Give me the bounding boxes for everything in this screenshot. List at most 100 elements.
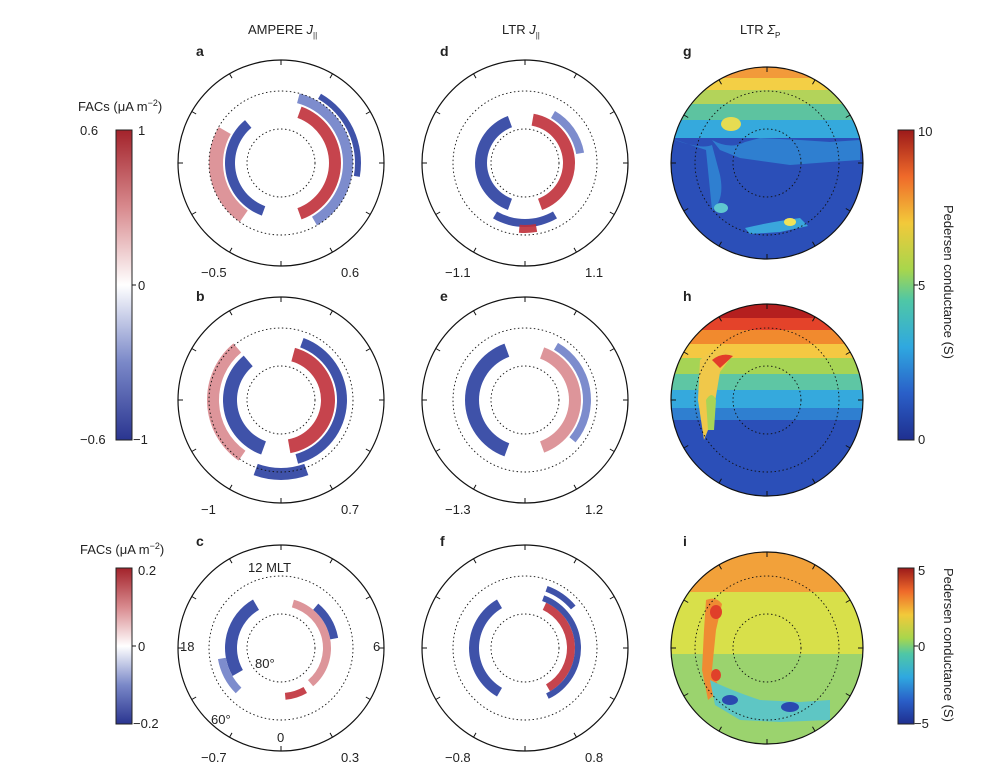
panel-d-max-value: 1.1 xyxy=(585,265,603,280)
mlt-tick xyxy=(473,558,477,564)
current-band xyxy=(540,347,581,453)
pedersen-colorbar-top: 10 5 0 Pedersen conductance (S) xyxy=(897,124,956,447)
mlt-tick xyxy=(329,732,333,738)
current-band xyxy=(493,211,557,227)
latitude-circle-80 xyxy=(732,365,802,435)
pedersen-colorbar-top-mid: 5 xyxy=(918,278,925,293)
current-band xyxy=(297,106,341,220)
mlt-tick xyxy=(329,310,333,316)
panel-d: d −1.1 1.1 xyxy=(421,43,629,280)
mlt-tick xyxy=(473,484,477,490)
mlt-tick xyxy=(191,348,197,352)
facs-colorbar-top-right-min: −1 xyxy=(133,432,148,447)
latitude-circle-80 xyxy=(490,613,560,683)
mlt-tick xyxy=(329,247,333,253)
current-band xyxy=(465,343,510,457)
latitude-circle-60 xyxy=(452,575,598,721)
mlt-tick xyxy=(845,599,851,603)
latitude-circle-60 xyxy=(694,327,840,473)
mlt-tick xyxy=(191,211,197,215)
latitude-circle-60 xyxy=(694,575,840,721)
panel-h-map xyxy=(671,304,863,496)
pedersen-colorbar-bottom-mid: 0 xyxy=(918,639,925,654)
mlt-tick xyxy=(845,693,851,697)
panel-letter-g: g xyxy=(683,43,692,59)
panel-f: f −0.8 0.8 xyxy=(421,533,629,765)
label-noon-mlt: 12 MLT xyxy=(248,560,291,575)
panel-letter-a: a xyxy=(196,43,204,59)
latitude-circle-60 xyxy=(694,90,840,236)
panel-a: a −0.5 0.6 xyxy=(177,43,385,280)
facs-colorbar-top-right-max: 1 xyxy=(138,123,145,138)
mlt-tick xyxy=(683,599,689,603)
mlt-tick xyxy=(191,696,197,700)
mlt-tick xyxy=(812,316,816,322)
pedersen-colorbar-bottom-label: Pedersen conductance (S) xyxy=(941,568,956,722)
mlt-tick xyxy=(718,79,722,85)
panel-letter-i: i xyxy=(683,533,687,549)
mlt-tick xyxy=(609,111,615,115)
label-dawn-mlt: 6 xyxy=(373,639,380,654)
latitude-circle-80 xyxy=(490,365,560,435)
latitude-circle-80 xyxy=(246,365,316,435)
panel-c: c −0.7 0.3 xyxy=(177,533,385,765)
panel-b: b −1 0.7 xyxy=(177,288,385,517)
mlt-tick xyxy=(845,114,851,118)
facs-colorbar-bottom-min: −0.2 xyxy=(133,716,159,731)
mlt-tick xyxy=(365,211,371,215)
mlt-tick xyxy=(573,310,577,316)
label-dusk-mlt: 18 xyxy=(180,639,194,654)
panel-letter-b: b xyxy=(196,288,205,304)
pedersen-colorbar-top-min: 0 xyxy=(918,432,925,447)
panel-g: g xyxy=(670,43,864,260)
current-band xyxy=(475,116,513,210)
current-band xyxy=(554,342,591,443)
mlt-tick xyxy=(229,73,233,79)
mlt-tick xyxy=(683,114,689,118)
mlt-tick xyxy=(573,484,577,490)
latitude-circle-80 xyxy=(490,128,560,198)
current-band xyxy=(284,686,307,700)
label-midnight-mlt: 0 xyxy=(277,730,284,745)
panel-b-max-value: 0.7 xyxy=(341,502,359,517)
mlt-tick xyxy=(812,726,816,732)
current-band xyxy=(225,599,259,676)
label-lat-60: 60° xyxy=(211,712,231,727)
mlt-tick xyxy=(718,726,722,732)
facs-colorbar-bottom-max: 0.2 xyxy=(138,563,156,578)
facs-colorbar-bottom-title: FACs (μA m−2) xyxy=(80,541,164,557)
latitude-circle-60 xyxy=(208,90,354,236)
mlt-tick xyxy=(229,247,233,253)
mlt-tick xyxy=(435,211,441,215)
mlt-tick xyxy=(191,448,197,452)
panel-h: h xyxy=(670,288,864,497)
mlt-tick xyxy=(573,73,577,79)
mlt-tick xyxy=(609,211,615,215)
current-band xyxy=(287,347,336,454)
pedersen-colorbar-top-label: Pedersen conductance (S) xyxy=(941,205,956,359)
panel-letter-d: d xyxy=(440,43,449,59)
mlt-tick xyxy=(191,596,197,600)
pedersen-colorbar-bottom: 5 0 −5 Pedersen conductance (S) xyxy=(897,563,956,731)
latitude-circle-60 xyxy=(452,90,598,236)
current-band xyxy=(313,603,339,640)
panel-a-min-value: −0.5 xyxy=(201,265,227,280)
current-band xyxy=(468,599,502,697)
mlt-tick xyxy=(573,558,577,564)
mlt-tick xyxy=(718,241,722,247)
mlt-tick xyxy=(812,241,816,247)
current-band xyxy=(318,93,361,177)
mlt-tick xyxy=(683,445,689,449)
mlt-tick xyxy=(473,310,477,316)
facs-colorbar-bottom: FACs (μA m−2) 0.2 0 −0.2 xyxy=(80,541,164,731)
latitude-circle-60 xyxy=(452,327,598,473)
mlt-tick xyxy=(229,558,233,564)
mlt-tick xyxy=(609,348,615,352)
panel-e-min-value: −1.3 xyxy=(445,502,471,517)
panel-e-max-value: 1.2 xyxy=(585,502,603,517)
column-title-ltr-sigma: LTR ΣP xyxy=(740,22,780,40)
label-lat-80: 80° xyxy=(255,656,275,671)
current-band xyxy=(297,93,354,226)
mlt-tick xyxy=(365,448,371,452)
